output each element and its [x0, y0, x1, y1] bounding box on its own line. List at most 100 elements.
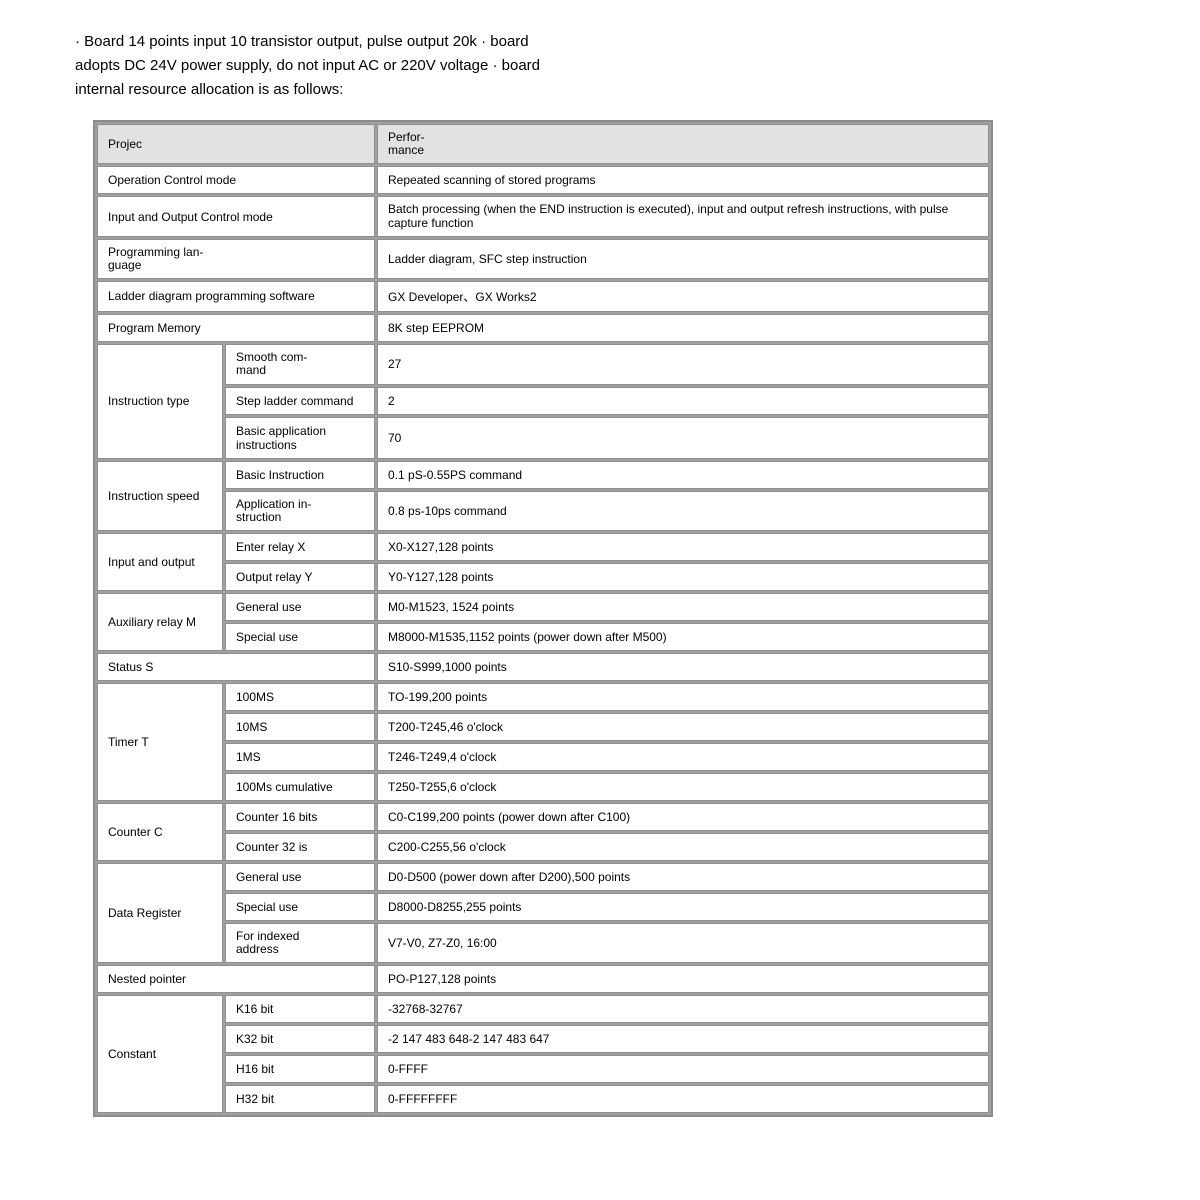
table-row: Instruction type Smooth com-mand 27: [97, 344, 989, 384]
row-value: TO-199,200 points: [377, 683, 989, 711]
row-label: Program Memory: [97, 314, 375, 342]
table-row: 10MS T200-T245,46 o'clock: [97, 713, 989, 741]
row-sublabel: Step ladder command: [225, 387, 375, 415]
table-row: For indexedaddress V7-V0, Z7-Z0, 16:00: [97, 923, 989, 963]
row-sublabel: General use: [225, 863, 375, 891]
row-label: Constant: [97, 995, 223, 1113]
row-value: Batch processing (when the END instructi…: [377, 196, 989, 236]
row-value: X0-X127,128 points: [377, 533, 989, 561]
row-label: Input and output: [97, 533, 223, 591]
row-value: C200-C255,56 o'clock: [377, 833, 989, 861]
row-label: Timer T: [97, 683, 223, 801]
row-label: Instruction type: [97, 344, 223, 458]
row-label: Operation Control mode: [97, 166, 375, 194]
row-value: S10-S999,1000 points: [377, 653, 989, 681]
table-row: Special use M8000-M1535,1152 points (pow…: [97, 623, 989, 651]
intro-text: · Board 14 points input 10 transistor ou…: [75, 30, 555, 102]
row-sublabel: K32 bit: [225, 1025, 375, 1053]
table-row: Auxiliary relay M General use M0-M1523, …: [97, 593, 989, 621]
row-sublabel: Counter 16 bits: [225, 803, 375, 831]
row-value: C0-C199,200 points (power down after C10…: [377, 803, 989, 831]
table-row: K32 bit -2 147 483 648-2 147 483 647: [97, 1025, 989, 1053]
row-sublabel: Basic application instructions: [225, 417, 375, 459]
row-label: Instruction speed: [97, 461, 223, 531]
row-value: Repeated scanning of stored programs: [377, 166, 989, 194]
table-row: Output relay Y Y0-Y127,128 points: [97, 563, 989, 591]
row-label: Programming lan-guage: [97, 239, 375, 279]
table-row: Step ladder command 2: [97, 387, 989, 415]
table-row: Counter C Counter 16 bits C0-C199,200 po…: [97, 803, 989, 831]
row-value: D8000-D8255,255 points: [377, 893, 989, 921]
header-project: Projec: [97, 124, 375, 164]
table-header-row: Projec Perfor-mance: [97, 124, 989, 164]
row-value: Ladder diagram, SFC step instruction: [377, 239, 989, 279]
row-value: 0.8 ps-10ps command: [377, 491, 989, 531]
table-row: Timer T 100MS TO-199,200 points: [97, 683, 989, 711]
row-value: Y0-Y127,128 points: [377, 563, 989, 591]
row-label: Data Register: [97, 863, 223, 963]
row-sublabel: 100Ms cumulative: [225, 773, 375, 801]
row-value: M8000-M1535,1152 points (power down afte…: [377, 623, 989, 651]
row-label: Counter C: [97, 803, 223, 861]
table-row: Counter 32 is C200-C255,56 o'clock: [97, 833, 989, 861]
row-label: Ladder diagram programming software: [97, 281, 375, 312]
table-row: Data Register General use D0-D500 (power…: [97, 863, 989, 891]
row-value: D0-D500 (power down after D200),500 poin…: [377, 863, 989, 891]
row-sublabel: Counter 32 is: [225, 833, 375, 861]
row-sublabel: Application in-struction: [225, 491, 375, 531]
table-row: Operation Control mode Repeated scanning…: [97, 166, 989, 194]
table-row: 100Ms cumulative T250-T255,6 o'clock: [97, 773, 989, 801]
row-value: PO-P127,128 points: [377, 965, 989, 993]
row-sublabel: 100MS: [225, 683, 375, 711]
row-sublabel: H32 bit: [225, 1085, 375, 1113]
table-row: H32 bit 0-FFFFFFFF: [97, 1085, 989, 1113]
row-value: 8K step EEPROM: [377, 314, 989, 342]
row-sublabel: Output relay Y: [225, 563, 375, 591]
row-sublabel: Special use: [225, 893, 375, 921]
spec-table: Projec Perfor-mance Operation Control mo…: [93, 120, 993, 1117]
row-sublabel: General use: [225, 593, 375, 621]
table-row: Special use D8000-D8255,255 points: [97, 893, 989, 921]
row-sublabel: 1MS: [225, 743, 375, 771]
row-sublabel: Enter relay X: [225, 533, 375, 561]
row-sublabel: Smooth com-mand: [225, 344, 375, 384]
row-label: Input and Output Control mode: [97, 196, 375, 236]
table-row: 1MS T246-T249,4 o'clock: [97, 743, 989, 771]
row-sublabel: 10MS: [225, 713, 375, 741]
row-sublabel: For indexedaddress: [225, 923, 375, 963]
row-value: -2 147 483 648-2 147 483 647: [377, 1025, 989, 1053]
row-label: Nested pointer: [97, 965, 375, 993]
row-sublabel: Basic Instruction: [225, 461, 375, 489]
row-value: -32768-32767: [377, 995, 989, 1023]
row-value: M0-M1523, 1524 points: [377, 593, 989, 621]
table-row: Instruction speed Basic Instruction 0.1 …: [97, 461, 989, 489]
table-row: H16 bit 0-FFFF: [97, 1055, 989, 1083]
table-row: Input and Output Control mode Batch proc…: [97, 196, 989, 236]
row-value: T200-T245,46 o'clock: [377, 713, 989, 741]
row-label: Auxiliary relay M: [97, 593, 223, 651]
row-sublabel: H16 bit: [225, 1055, 375, 1083]
row-value: 2: [377, 387, 989, 415]
table-row: Input and output Enter relay X X0-X127,1…: [97, 533, 989, 561]
row-value: GX Developer、GX Works2: [377, 281, 989, 312]
row-value: 27: [377, 344, 989, 384]
row-sublabel: K16 bit: [225, 995, 375, 1023]
table-row: Constant K16 bit -32768-32767: [97, 995, 989, 1023]
table-row: Status S S10-S999,1000 points: [97, 653, 989, 681]
header-performance: Perfor-mance: [377, 124, 989, 164]
table-row: Basic application instructions 70: [97, 417, 989, 459]
row-value: T250-T255,6 o'clock: [377, 773, 989, 801]
row-value: V7-V0, Z7-Z0, 16:00: [377, 923, 989, 963]
row-value: T246-T249,4 o'clock: [377, 743, 989, 771]
row-value: 0.1 pS-0.55PS command: [377, 461, 989, 489]
table-row: Application in-struction 0.8 ps-10ps com…: [97, 491, 989, 531]
table-row: Program Memory 8K step EEPROM: [97, 314, 989, 342]
row-sublabel: Special use: [225, 623, 375, 651]
row-value: 0-FFFF: [377, 1055, 989, 1083]
row-value: 0-FFFFFFFF: [377, 1085, 989, 1113]
table-row: Nested pointer PO-P127,128 points: [97, 965, 989, 993]
row-value: 70: [377, 417, 989, 459]
row-label: Status S: [97, 653, 375, 681]
table-row: Ladder diagram programming software GX D…: [97, 281, 989, 312]
table-row: Programming lan-guage Ladder diagram, SF…: [97, 239, 989, 279]
